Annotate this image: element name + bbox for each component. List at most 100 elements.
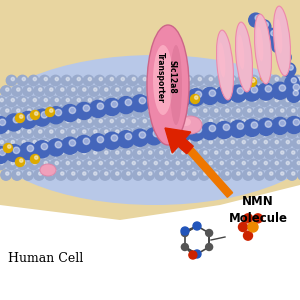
Circle shape (17, 159, 28, 170)
Circle shape (50, 75, 61, 86)
Circle shape (154, 77, 158, 81)
Circle shape (89, 86, 99, 96)
Circle shape (209, 161, 212, 165)
Circle shape (259, 109, 262, 112)
Circle shape (199, 107, 209, 117)
Circle shape (133, 128, 143, 138)
Circle shape (187, 140, 190, 144)
Circle shape (105, 130, 108, 133)
Circle shape (55, 98, 58, 102)
Circle shape (127, 151, 130, 154)
Circle shape (193, 138, 204, 149)
Circle shape (78, 149, 88, 159)
Circle shape (105, 117, 116, 128)
Circle shape (39, 75, 50, 86)
Circle shape (251, 122, 258, 128)
Circle shape (97, 103, 103, 110)
Circle shape (16, 172, 20, 175)
Circle shape (193, 172, 196, 175)
Circle shape (61, 172, 64, 175)
Circle shape (8, 145, 11, 148)
Circle shape (127, 117, 138, 128)
Circle shape (16, 113, 25, 122)
Circle shape (20, 142, 37, 160)
Circle shape (231, 140, 235, 144)
Circle shape (94, 172, 97, 175)
Circle shape (83, 159, 94, 170)
Circle shape (210, 149, 220, 159)
Ellipse shape (236, 22, 253, 92)
Circle shape (160, 100, 169, 109)
Circle shape (232, 107, 242, 117)
Circle shape (0, 159, 6, 170)
Circle shape (111, 149, 121, 159)
Circle shape (243, 149, 253, 159)
Circle shape (209, 90, 216, 96)
Circle shape (257, 83, 274, 100)
Circle shape (44, 119, 47, 123)
Circle shape (67, 149, 77, 159)
Circle shape (176, 161, 179, 165)
Circle shape (27, 145, 34, 152)
Circle shape (270, 138, 281, 149)
Circle shape (160, 126, 176, 143)
Circle shape (138, 75, 149, 86)
Circle shape (257, 20, 271, 34)
Circle shape (189, 251, 197, 259)
Circle shape (160, 75, 171, 86)
Circle shape (55, 77, 58, 81)
Circle shape (17, 117, 28, 128)
Circle shape (237, 96, 248, 107)
Circle shape (298, 107, 300, 117)
Circle shape (177, 86, 187, 96)
Circle shape (12, 128, 22, 138)
Circle shape (281, 96, 292, 107)
Circle shape (259, 96, 270, 107)
Circle shape (99, 98, 103, 102)
Circle shape (111, 107, 121, 117)
FancyArrow shape (165, 128, 193, 154)
Circle shape (111, 135, 118, 141)
Circle shape (231, 119, 235, 123)
Circle shape (132, 140, 136, 144)
Circle shape (105, 96, 116, 107)
Circle shape (33, 77, 37, 81)
Circle shape (166, 107, 176, 117)
Circle shape (264, 140, 268, 144)
Circle shape (165, 77, 169, 81)
Circle shape (204, 117, 215, 128)
Circle shape (110, 161, 113, 165)
Circle shape (45, 107, 55, 117)
Circle shape (193, 88, 196, 91)
Circle shape (291, 78, 296, 83)
Circle shape (284, 52, 289, 58)
Circle shape (94, 88, 97, 91)
Circle shape (94, 75, 105, 86)
Circle shape (265, 86, 272, 92)
Circle shape (89, 149, 99, 159)
Circle shape (209, 77, 212, 81)
Circle shape (56, 128, 66, 138)
Circle shape (248, 130, 251, 133)
Circle shape (188, 124, 205, 141)
Circle shape (132, 161, 136, 165)
Circle shape (88, 161, 91, 165)
Circle shape (100, 170, 110, 180)
Circle shape (28, 138, 39, 149)
Circle shape (190, 94, 200, 103)
Circle shape (153, 130, 160, 137)
Circle shape (83, 96, 94, 107)
Circle shape (243, 107, 253, 117)
Circle shape (55, 119, 58, 123)
Circle shape (153, 96, 160, 102)
Circle shape (242, 161, 245, 165)
Ellipse shape (153, 45, 173, 115)
Circle shape (133, 149, 143, 159)
Circle shape (28, 130, 31, 133)
Circle shape (176, 140, 179, 144)
Circle shape (94, 130, 97, 133)
Circle shape (72, 88, 75, 91)
Circle shape (45, 170, 55, 180)
Circle shape (61, 130, 64, 133)
Circle shape (122, 107, 132, 117)
